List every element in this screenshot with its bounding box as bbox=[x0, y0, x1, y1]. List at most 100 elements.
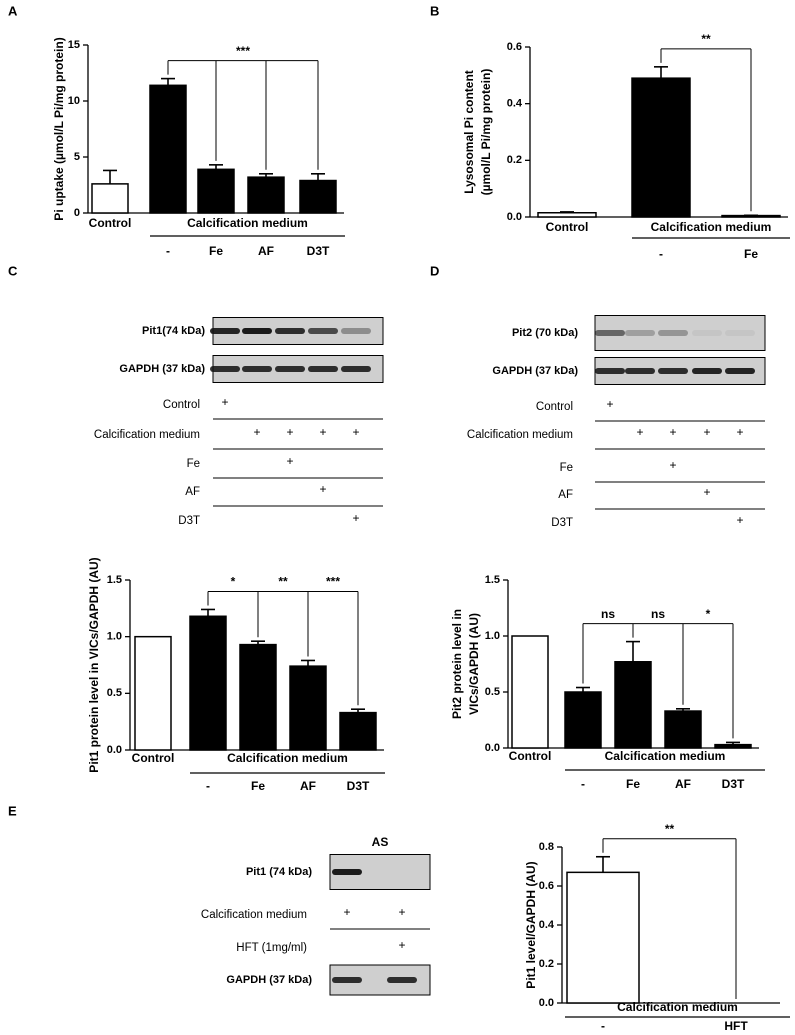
band bbox=[210, 366, 240, 372]
significance-label: ** bbox=[278, 575, 288, 589]
bar bbox=[197, 168, 235, 214]
bar bbox=[299, 179, 337, 214]
y-axis-label: Pit1 level/GAPDH (AU) bbox=[524, 861, 538, 988]
band bbox=[332, 977, 362, 983]
band bbox=[275, 328, 305, 334]
bar bbox=[149, 84, 187, 214]
treatment-mark: + bbox=[703, 425, 710, 439]
treatment-mark: + bbox=[669, 425, 676, 439]
bar bbox=[537, 212, 597, 218]
y-axis-label: Pit1 protein level in VICs/GAPDH (AU) bbox=[87, 557, 101, 772]
treatment-mark: + bbox=[352, 425, 359, 439]
bar bbox=[239, 643, 277, 751]
panel-letter: B bbox=[430, 3, 439, 18]
treatment-label: AF bbox=[185, 486, 200, 498]
treatment-label: HFT (1mg/ml) bbox=[236, 942, 307, 954]
x-tick-label: AF bbox=[258, 244, 274, 258]
band bbox=[595, 368, 625, 374]
group-label: Calcification medium bbox=[605, 749, 726, 763]
y-tick-label: 10 bbox=[68, 95, 80, 107]
treatment-label: Control bbox=[163, 399, 200, 411]
y-tick-label: 0.2 bbox=[539, 958, 554, 970]
bar bbox=[614, 661, 652, 749]
panel-letter: D bbox=[430, 263, 439, 278]
band bbox=[308, 328, 338, 334]
x-tick-label: D3T bbox=[347, 779, 370, 793]
bar bbox=[664, 710, 702, 749]
treatment-mark: + bbox=[398, 938, 405, 952]
bar bbox=[511, 635, 549, 749]
band-label: Pit2 (70 kDa) bbox=[512, 327, 578, 339]
y-tick-label: 0 bbox=[74, 207, 80, 219]
band bbox=[387, 977, 417, 983]
band bbox=[242, 328, 272, 334]
y-tick-label: 1.0 bbox=[107, 631, 122, 643]
band-label: GAPDH (37 kDa) bbox=[226, 974, 312, 986]
significance-label: ns bbox=[651, 607, 665, 621]
y-tick-label: 0.2 bbox=[507, 154, 522, 166]
bar bbox=[247, 176, 285, 214]
y-tick-label: 0.5 bbox=[485, 686, 500, 698]
y-tick-label: 0.0 bbox=[485, 742, 500, 754]
band bbox=[658, 368, 688, 374]
band bbox=[275, 366, 305, 372]
treatment-mark: + bbox=[736, 425, 743, 439]
treatment-mark: + bbox=[319, 425, 326, 439]
treatment-label: Fe bbox=[187, 458, 200, 470]
significance-label: ** bbox=[701, 32, 711, 46]
bar bbox=[631, 77, 691, 218]
group-label: Calcification medium bbox=[617, 1000, 738, 1014]
y-tick-label: 0.4 bbox=[539, 919, 555, 931]
y-tick-label: 0.8 bbox=[539, 841, 554, 853]
bar bbox=[91, 183, 129, 214]
panel-letter: C bbox=[8, 263, 18, 278]
band-label: GAPDH (37 kDa) bbox=[119, 363, 205, 375]
band bbox=[725, 330, 755, 336]
band bbox=[242, 366, 272, 372]
treatment-mark: + bbox=[669, 458, 676, 472]
bar bbox=[564, 691, 602, 749]
treatment-mark: + bbox=[286, 454, 293, 468]
treatment-label: AF bbox=[558, 489, 573, 501]
y-tick-label: 0.0 bbox=[507, 211, 522, 223]
treatment-label: Control bbox=[536, 401, 573, 413]
treatment-mark: + bbox=[703, 485, 710, 499]
y-tick-label: 0.6 bbox=[507, 41, 522, 53]
treatment-mark: + bbox=[253, 425, 260, 439]
treatment-mark: + bbox=[319, 482, 326, 496]
significance-label: * bbox=[231, 575, 236, 589]
x-tick-label: Control bbox=[509, 749, 552, 763]
bar bbox=[134, 635, 172, 751]
treatment-mark: + bbox=[636, 425, 643, 439]
bar bbox=[289, 665, 327, 751]
x-tick-label: - bbox=[581, 777, 585, 791]
band bbox=[332, 869, 362, 875]
y-tick-label: 1.5 bbox=[107, 574, 122, 586]
y-axis-label: (µmol/L Pi/mg protein) bbox=[479, 69, 493, 196]
band bbox=[692, 368, 722, 374]
panel-letter: A bbox=[8, 3, 18, 18]
x-tick-label: AF bbox=[300, 779, 316, 793]
bar bbox=[339, 711, 377, 751]
treatment-label: D3T bbox=[178, 515, 200, 527]
treatment-mark: + bbox=[736, 513, 743, 527]
y-tick-label: 0.4 bbox=[507, 98, 523, 110]
band bbox=[625, 368, 655, 374]
treatment-mark: + bbox=[352, 511, 359, 525]
treatment-mark: + bbox=[286, 425, 293, 439]
y-tick-label: 0.6 bbox=[539, 880, 554, 892]
x-tick-label: AF bbox=[675, 777, 691, 791]
x-tick-label: - bbox=[601, 1019, 605, 1033]
treatment-mark: + bbox=[398, 905, 405, 919]
x-tick-label: - bbox=[166, 244, 170, 258]
y-axis-label: Pi uptake (µmol/L Pi/mg protein) bbox=[52, 37, 66, 220]
treatment-label: Calcification medium bbox=[467, 429, 573, 441]
treatment-mark: + bbox=[343, 905, 350, 919]
treatment-label: Calcification medium bbox=[94, 429, 200, 441]
bar bbox=[714, 743, 752, 749]
x-tick-label: Fe bbox=[251, 779, 265, 793]
y-tick-label: 15 bbox=[68, 39, 80, 51]
significance-label: ns bbox=[601, 607, 615, 621]
band bbox=[210, 328, 240, 334]
